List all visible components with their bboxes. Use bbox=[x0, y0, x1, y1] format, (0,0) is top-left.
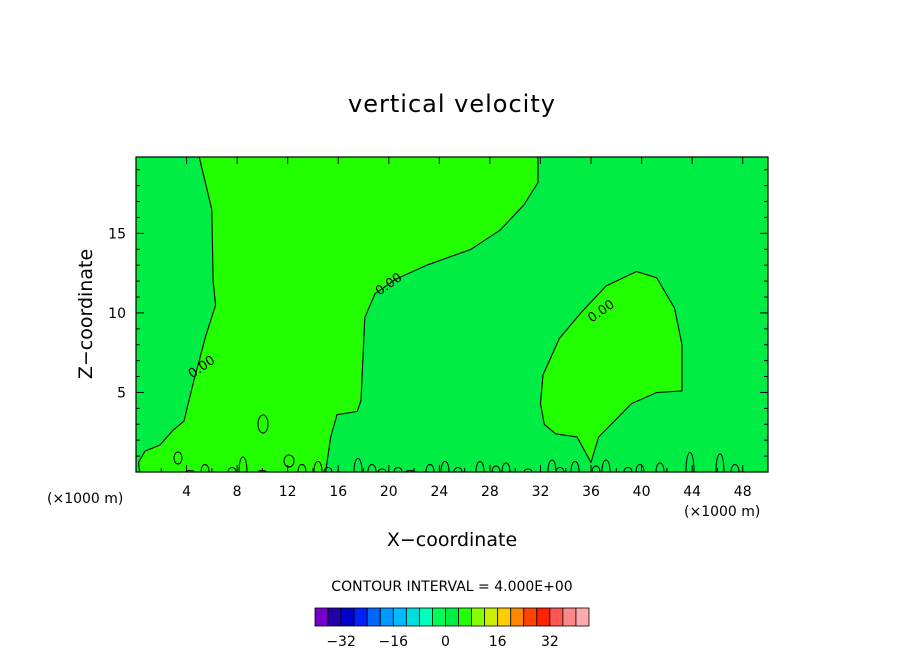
x-tick-label-4: 4 bbox=[182, 484, 191, 500]
surface-contour-1 bbox=[200, 464, 210, 473]
contour-interval-label: CONTOUR INTERVAL = 4.000E+00 bbox=[331, 579, 572, 595]
surface-contour-23 bbox=[591, 465, 601, 473]
colorbar-swatch-18 bbox=[549, 607, 564, 627]
colorbar-swatch-15 bbox=[510, 607, 525, 627]
colorbar-swatch-2 bbox=[340, 607, 355, 627]
y-axis-title: Z−coordinate bbox=[75, 249, 97, 379]
surface-contour-22 bbox=[570, 461, 580, 473]
x-tick-label-28: 28 bbox=[481, 484, 499, 500]
y-tick-label-5: 5 bbox=[117, 385, 126, 401]
colorbar-swatch-16 bbox=[523, 607, 538, 627]
surface-contour-13 bbox=[425, 464, 435, 473]
x-tick-label-20: 20 bbox=[380, 484, 398, 500]
colorbar-swatch-0 bbox=[314, 607, 329, 627]
surface-contour-24 bbox=[601, 459, 611, 473]
surface-contour-25 bbox=[623, 467, 633, 473]
region-left-plume bbox=[137, 156, 539, 473]
surface-contour-26 bbox=[635, 464, 645, 473]
surface-contour-5 bbox=[297, 464, 307, 473]
surface-contour-14 bbox=[440, 461, 450, 473]
small-cell-0 bbox=[173, 451, 183, 465]
surface-contour-29 bbox=[715, 453, 725, 473]
colorbar-tick-label-4: 32 bbox=[541, 634, 559, 650]
colorbar-swatch-7 bbox=[405, 607, 420, 627]
colorbar-swatch-14 bbox=[497, 607, 512, 627]
colorbar-swatch-4 bbox=[366, 607, 381, 627]
x-unit-right: (×1000 m) bbox=[684, 504, 760, 520]
colorbar-swatch-17 bbox=[536, 607, 551, 627]
surface-contour-18 bbox=[501, 462, 511, 473]
x-tick-label-40: 40 bbox=[633, 484, 651, 500]
colorbar-swatch-19 bbox=[562, 607, 577, 627]
surface-contour-17 bbox=[491, 465, 501, 473]
colorbar-tick-label-3: 16 bbox=[489, 634, 507, 650]
surface-contour-16 bbox=[475, 461, 485, 473]
surface-contour-10 bbox=[377, 468, 387, 473]
small-cell-2 bbox=[283, 454, 295, 468]
colorbar-tick-label-1: −16 bbox=[379, 634, 409, 650]
x-tick-label-24: 24 bbox=[430, 484, 448, 500]
colorbar: −32 −16 0 16 32 bbox=[314, 607, 590, 650]
positive-regions bbox=[137, 156, 683, 473]
x-tick-label-12: 12 bbox=[279, 484, 297, 500]
colorbar-swatch-1 bbox=[327, 607, 342, 627]
surface-contour-3 bbox=[238, 456, 248, 473]
surface-contour-30 bbox=[730, 464, 740, 473]
surface-contour-2 bbox=[227, 467, 237, 473]
colorbar-swatch-8 bbox=[418, 607, 433, 627]
x-tick-label-44: 44 bbox=[683, 484, 701, 500]
colorbar-swatch-5 bbox=[379, 607, 394, 627]
surface-contour-27 bbox=[655, 462, 665, 473]
colorbar-swatch-13 bbox=[484, 607, 499, 627]
surface-contour-7 bbox=[323, 467, 333, 473]
surface-contour-28 bbox=[685, 452, 695, 473]
colorbar-swatch-9 bbox=[432, 607, 446, 627]
colorbar-tick-label-2: 0 bbox=[441, 634, 450, 650]
surface-contour-6 bbox=[313, 461, 323, 473]
colorbar-swatch-6 bbox=[392, 607, 407, 627]
chart-title: vertical velocity bbox=[348, 90, 556, 118]
surface-contour-21 bbox=[555, 467, 565, 473]
x-tick-label-36: 36 bbox=[582, 484, 600, 500]
colorbar-swatch-3 bbox=[353, 607, 368, 627]
surface-contour-15 bbox=[453, 467, 463, 473]
plot-frame bbox=[135, 156, 769, 473]
x-tick-label-48: 48 bbox=[734, 484, 752, 500]
colorbar-swatch-10 bbox=[445, 607, 459, 627]
x-unit-left: (×1000 m) bbox=[47, 491, 123, 507]
x-tick-label-32: 32 bbox=[532, 484, 550, 500]
colorbar-swatch-11 bbox=[458, 607, 472, 627]
x-axis-title: X−coordinate bbox=[387, 529, 517, 551]
colorbar-swatch-12 bbox=[471, 607, 486, 627]
x-tick-label-8: 8 bbox=[233, 484, 242, 500]
y-tick-label-10: 10 bbox=[108, 306, 126, 322]
surface-contour-19 bbox=[523, 468, 533, 473]
region-right-bubble bbox=[539, 270, 683, 464]
surface-contour-9 bbox=[367, 464, 377, 473]
colorbar-tick-label-0: −32 bbox=[326, 634, 356, 650]
surface-contour-11 bbox=[393, 467, 403, 473]
y-tick-label-15: 15 bbox=[108, 226, 126, 242]
colorbar-swatch-20 bbox=[575, 607, 590, 627]
x-tick-label-16: 16 bbox=[329, 484, 347, 500]
surface-contour-20 bbox=[547, 459, 557, 473]
surface-contour-8 bbox=[353, 458, 363, 473]
small-cell-1 bbox=[257, 414, 269, 434]
